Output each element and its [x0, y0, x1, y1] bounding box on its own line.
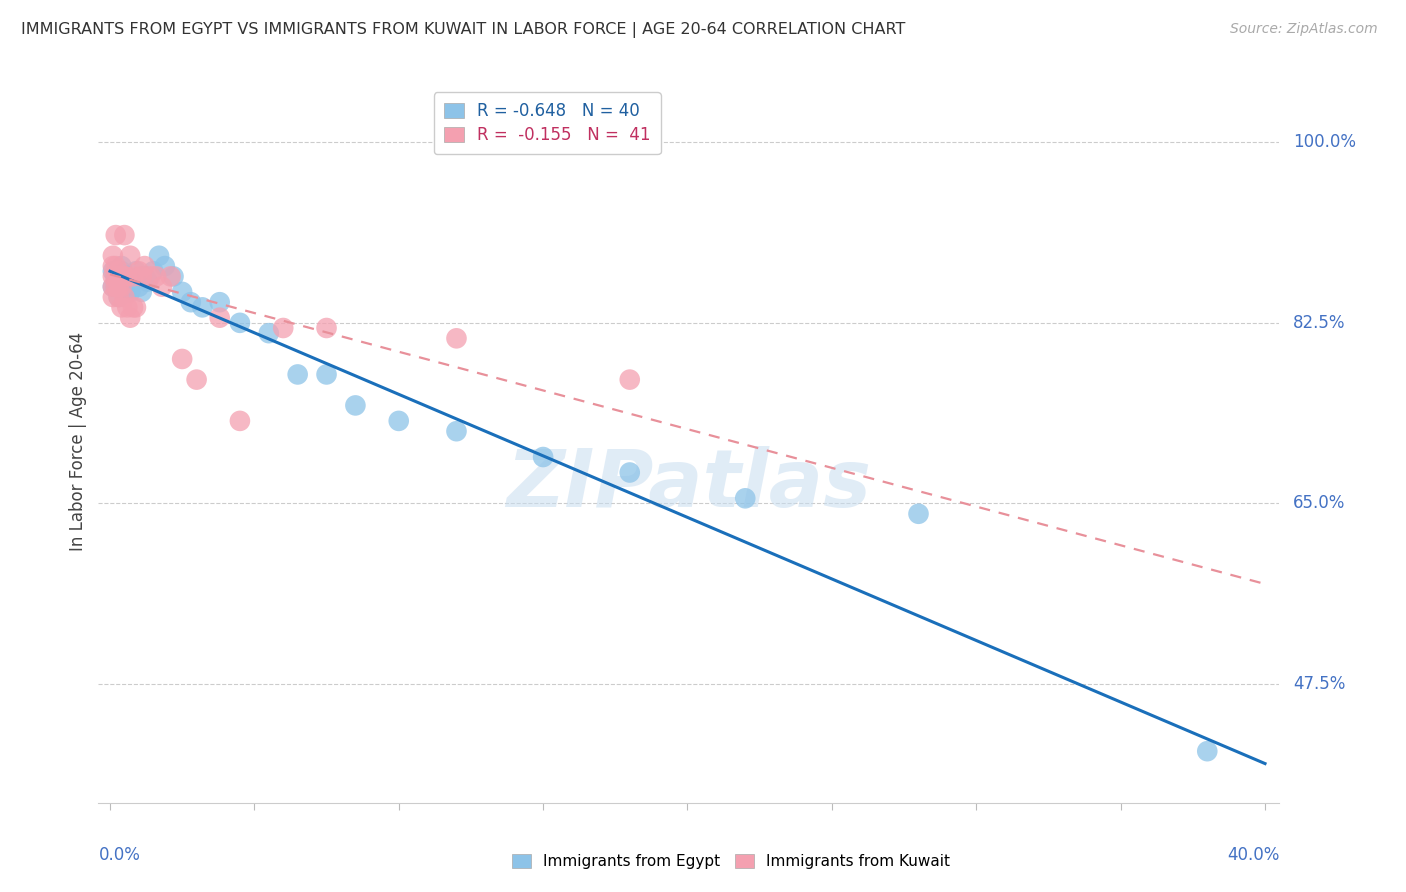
Y-axis label: In Labor Force | Age 20-64: In Labor Force | Age 20-64	[69, 332, 87, 551]
Point	[388, 414, 411, 428]
Point	[172, 351, 194, 366]
Point	[159, 269, 181, 284]
Point	[125, 264, 148, 278]
Point	[107, 279, 129, 293]
Point	[257, 326, 280, 341]
Point	[208, 295, 231, 310]
Point	[110, 264, 132, 278]
Point	[153, 259, 176, 273]
Point	[150, 279, 173, 293]
Point	[112, 279, 135, 293]
Point	[104, 228, 127, 243]
Point	[134, 269, 156, 284]
Point	[271, 321, 294, 335]
Text: IMMIGRANTS FROM EGYPT VS IMMIGRANTS FROM KUWAIT IN LABOR FORCE | AGE 20-64 CORRE: IMMIGRANTS FROM EGYPT VS IMMIGRANTS FROM…	[21, 22, 905, 38]
Point	[120, 285, 142, 299]
Point	[112, 290, 135, 304]
Point	[117, 269, 139, 284]
Point	[145, 269, 167, 284]
Point	[122, 301, 145, 315]
Point	[907, 507, 929, 521]
Point	[180, 295, 202, 310]
Text: 47.5%: 47.5%	[1294, 675, 1346, 693]
Point	[101, 249, 124, 263]
Point	[107, 279, 129, 293]
Point	[107, 290, 129, 304]
Point	[107, 269, 129, 284]
Point	[344, 398, 367, 412]
Point	[172, 285, 194, 299]
Point	[619, 373, 641, 387]
Point	[101, 290, 124, 304]
Text: 0.0%: 0.0%	[98, 847, 141, 864]
Point	[120, 249, 142, 263]
Point	[110, 279, 132, 293]
Point	[131, 269, 153, 284]
Point	[134, 259, 156, 273]
Point	[531, 450, 554, 464]
Point	[619, 466, 641, 480]
Point	[104, 259, 127, 273]
Point	[446, 331, 468, 345]
Point	[112, 228, 135, 243]
Point	[287, 368, 309, 382]
Point	[107, 290, 129, 304]
Point	[142, 264, 165, 278]
Point	[104, 269, 127, 284]
Legend: R = -0.648   N = 40, R =  -0.155   N =  41: R = -0.648 N = 40, R = -0.155 N = 41	[434, 92, 661, 154]
Point	[131, 285, 153, 299]
Legend: Immigrants from Egypt, Immigrants from Kuwait: Immigrants from Egypt, Immigrants from K…	[506, 848, 956, 875]
Point	[104, 279, 127, 293]
Point	[122, 275, 145, 289]
Point	[117, 301, 139, 315]
Point	[162, 269, 184, 284]
Point	[104, 269, 127, 284]
Point	[229, 414, 252, 428]
Point	[101, 279, 124, 293]
Point	[110, 301, 132, 315]
Point	[191, 301, 214, 315]
Point	[101, 279, 124, 293]
Point	[110, 259, 132, 273]
Point	[110, 269, 132, 284]
Point	[446, 424, 468, 438]
Point	[112, 269, 135, 284]
Point	[315, 321, 337, 335]
Point	[208, 310, 231, 325]
Point	[1197, 744, 1219, 758]
Point	[101, 259, 124, 273]
Point	[128, 264, 150, 278]
Point	[101, 264, 124, 278]
Point	[107, 264, 129, 278]
Point	[117, 285, 139, 299]
Text: 40.0%: 40.0%	[1227, 847, 1279, 864]
Text: 82.5%: 82.5%	[1294, 314, 1346, 332]
Point	[139, 269, 162, 284]
Point	[101, 269, 124, 284]
Text: 100.0%: 100.0%	[1294, 133, 1357, 152]
Point	[125, 301, 148, 315]
Point	[229, 316, 252, 330]
Point	[128, 279, 150, 293]
Point	[136, 275, 159, 289]
Point	[120, 310, 142, 325]
Point	[122, 269, 145, 284]
Text: ZIPatlas: ZIPatlas	[506, 446, 872, 524]
Point	[734, 491, 756, 506]
Point	[117, 279, 139, 293]
Point	[186, 373, 208, 387]
Point	[112, 269, 135, 284]
Point	[104, 279, 127, 293]
Point	[315, 368, 337, 382]
Point	[148, 249, 170, 263]
Text: 65.0%: 65.0%	[1294, 494, 1346, 513]
Text: Source: ZipAtlas.com: Source: ZipAtlas.com	[1230, 22, 1378, 37]
Point	[120, 275, 142, 289]
